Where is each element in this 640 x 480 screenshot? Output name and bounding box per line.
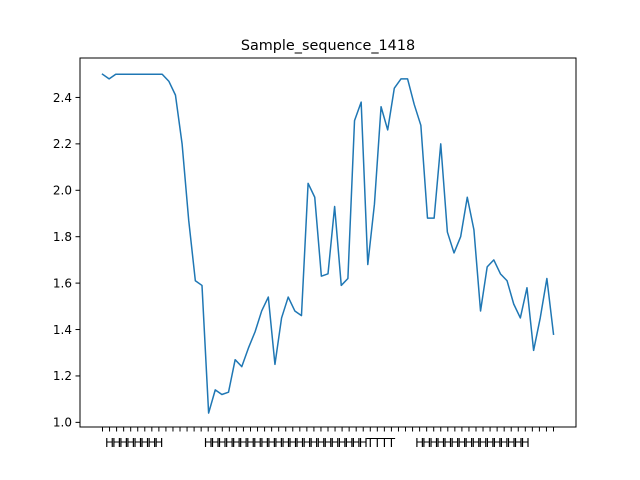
y-tick-label: 2.0 [53, 184, 72, 198]
y-tick-label: 1.2 [53, 369, 72, 383]
x-tick-label: T [387, 436, 396, 450]
x-tick-label: H [204, 436, 213, 450]
axes-frame [79, 57, 577, 428]
x-tick-label: H [309, 436, 318, 450]
x-tick-label: H [323, 436, 332, 450]
x-tick-label: H [457, 436, 466, 450]
x-tick-label: H [239, 436, 248, 450]
x-tick-label: H [246, 436, 255, 450]
x-tick-label: H [486, 436, 495, 450]
y-tick-label: 1.8 [53, 230, 72, 244]
x-tick-label: H [359, 436, 368, 450]
x-tick-label: H [295, 436, 304, 450]
x-tick-label: H [450, 436, 459, 450]
x-tick-label: H [507, 436, 516, 450]
x-tick-label: H [429, 436, 438, 450]
x-tick-label: T [373, 436, 382, 450]
x-tick-label: H [126, 436, 135, 450]
x-tick-label: H [232, 436, 241, 450]
x-tick-label: H [154, 436, 163, 450]
x-tick-label: H [225, 436, 234, 450]
y-tick-label: 2.4 [53, 91, 72, 105]
x-tick-label: H [345, 436, 354, 450]
x-tick-label: H [479, 436, 488, 450]
x-tick-label: H [281, 436, 290, 450]
x-tick-label: H [274, 436, 283, 450]
x-tick-label: H [352, 436, 361, 450]
x-tick-label: H [211, 436, 220, 450]
x-tick-label: H [267, 436, 276, 450]
series-line [101, 73, 555, 414]
x-tick-label: H [119, 436, 128, 450]
y-tick-label: 2.2 [53, 137, 72, 151]
y-tick-label: 1.6 [53, 276, 72, 290]
x-tick-label: H [443, 436, 452, 450]
x-tick-label: H [133, 436, 142, 450]
x-tick-label: H [415, 436, 424, 450]
x-tick-label: H [493, 436, 502, 450]
x-tick-label: H [464, 436, 473, 450]
x-tick-label: T [366, 436, 375, 450]
x-tick-label: H [316, 436, 325, 450]
x-tick-label: H [471, 436, 480, 450]
chart-title: Sample_sequence_1418 [241, 38, 415, 54]
x-tick-label: H [147, 436, 156, 450]
x-tick-label: T [380, 436, 389, 450]
x-tick-label: H [302, 436, 311, 450]
x-tick-label: H [105, 436, 114, 450]
x-tick-label: H [140, 436, 149, 450]
x-tick-label: H [514, 436, 523, 450]
x-tick-label: H [218, 436, 227, 450]
x-tick-label: H [436, 436, 445, 450]
x-tick-label: H [260, 436, 269, 450]
y-tick-label: 1.4 [53, 323, 72, 337]
x-tick-label: H [331, 436, 340, 450]
x-tick-label: H [112, 436, 121, 450]
x-tick-label: H [500, 436, 509, 450]
x-tick-label: H [288, 436, 297, 450]
y-tick-label: 1.0 [53, 416, 72, 430]
x-tick-label: H [338, 436, 347, 450]
x-tick-label: H [521, 436, 530, 450]
x-tick-label: H [422, 436, 431, 450]
x-tick-label: H [253, 436, 262, 450]
